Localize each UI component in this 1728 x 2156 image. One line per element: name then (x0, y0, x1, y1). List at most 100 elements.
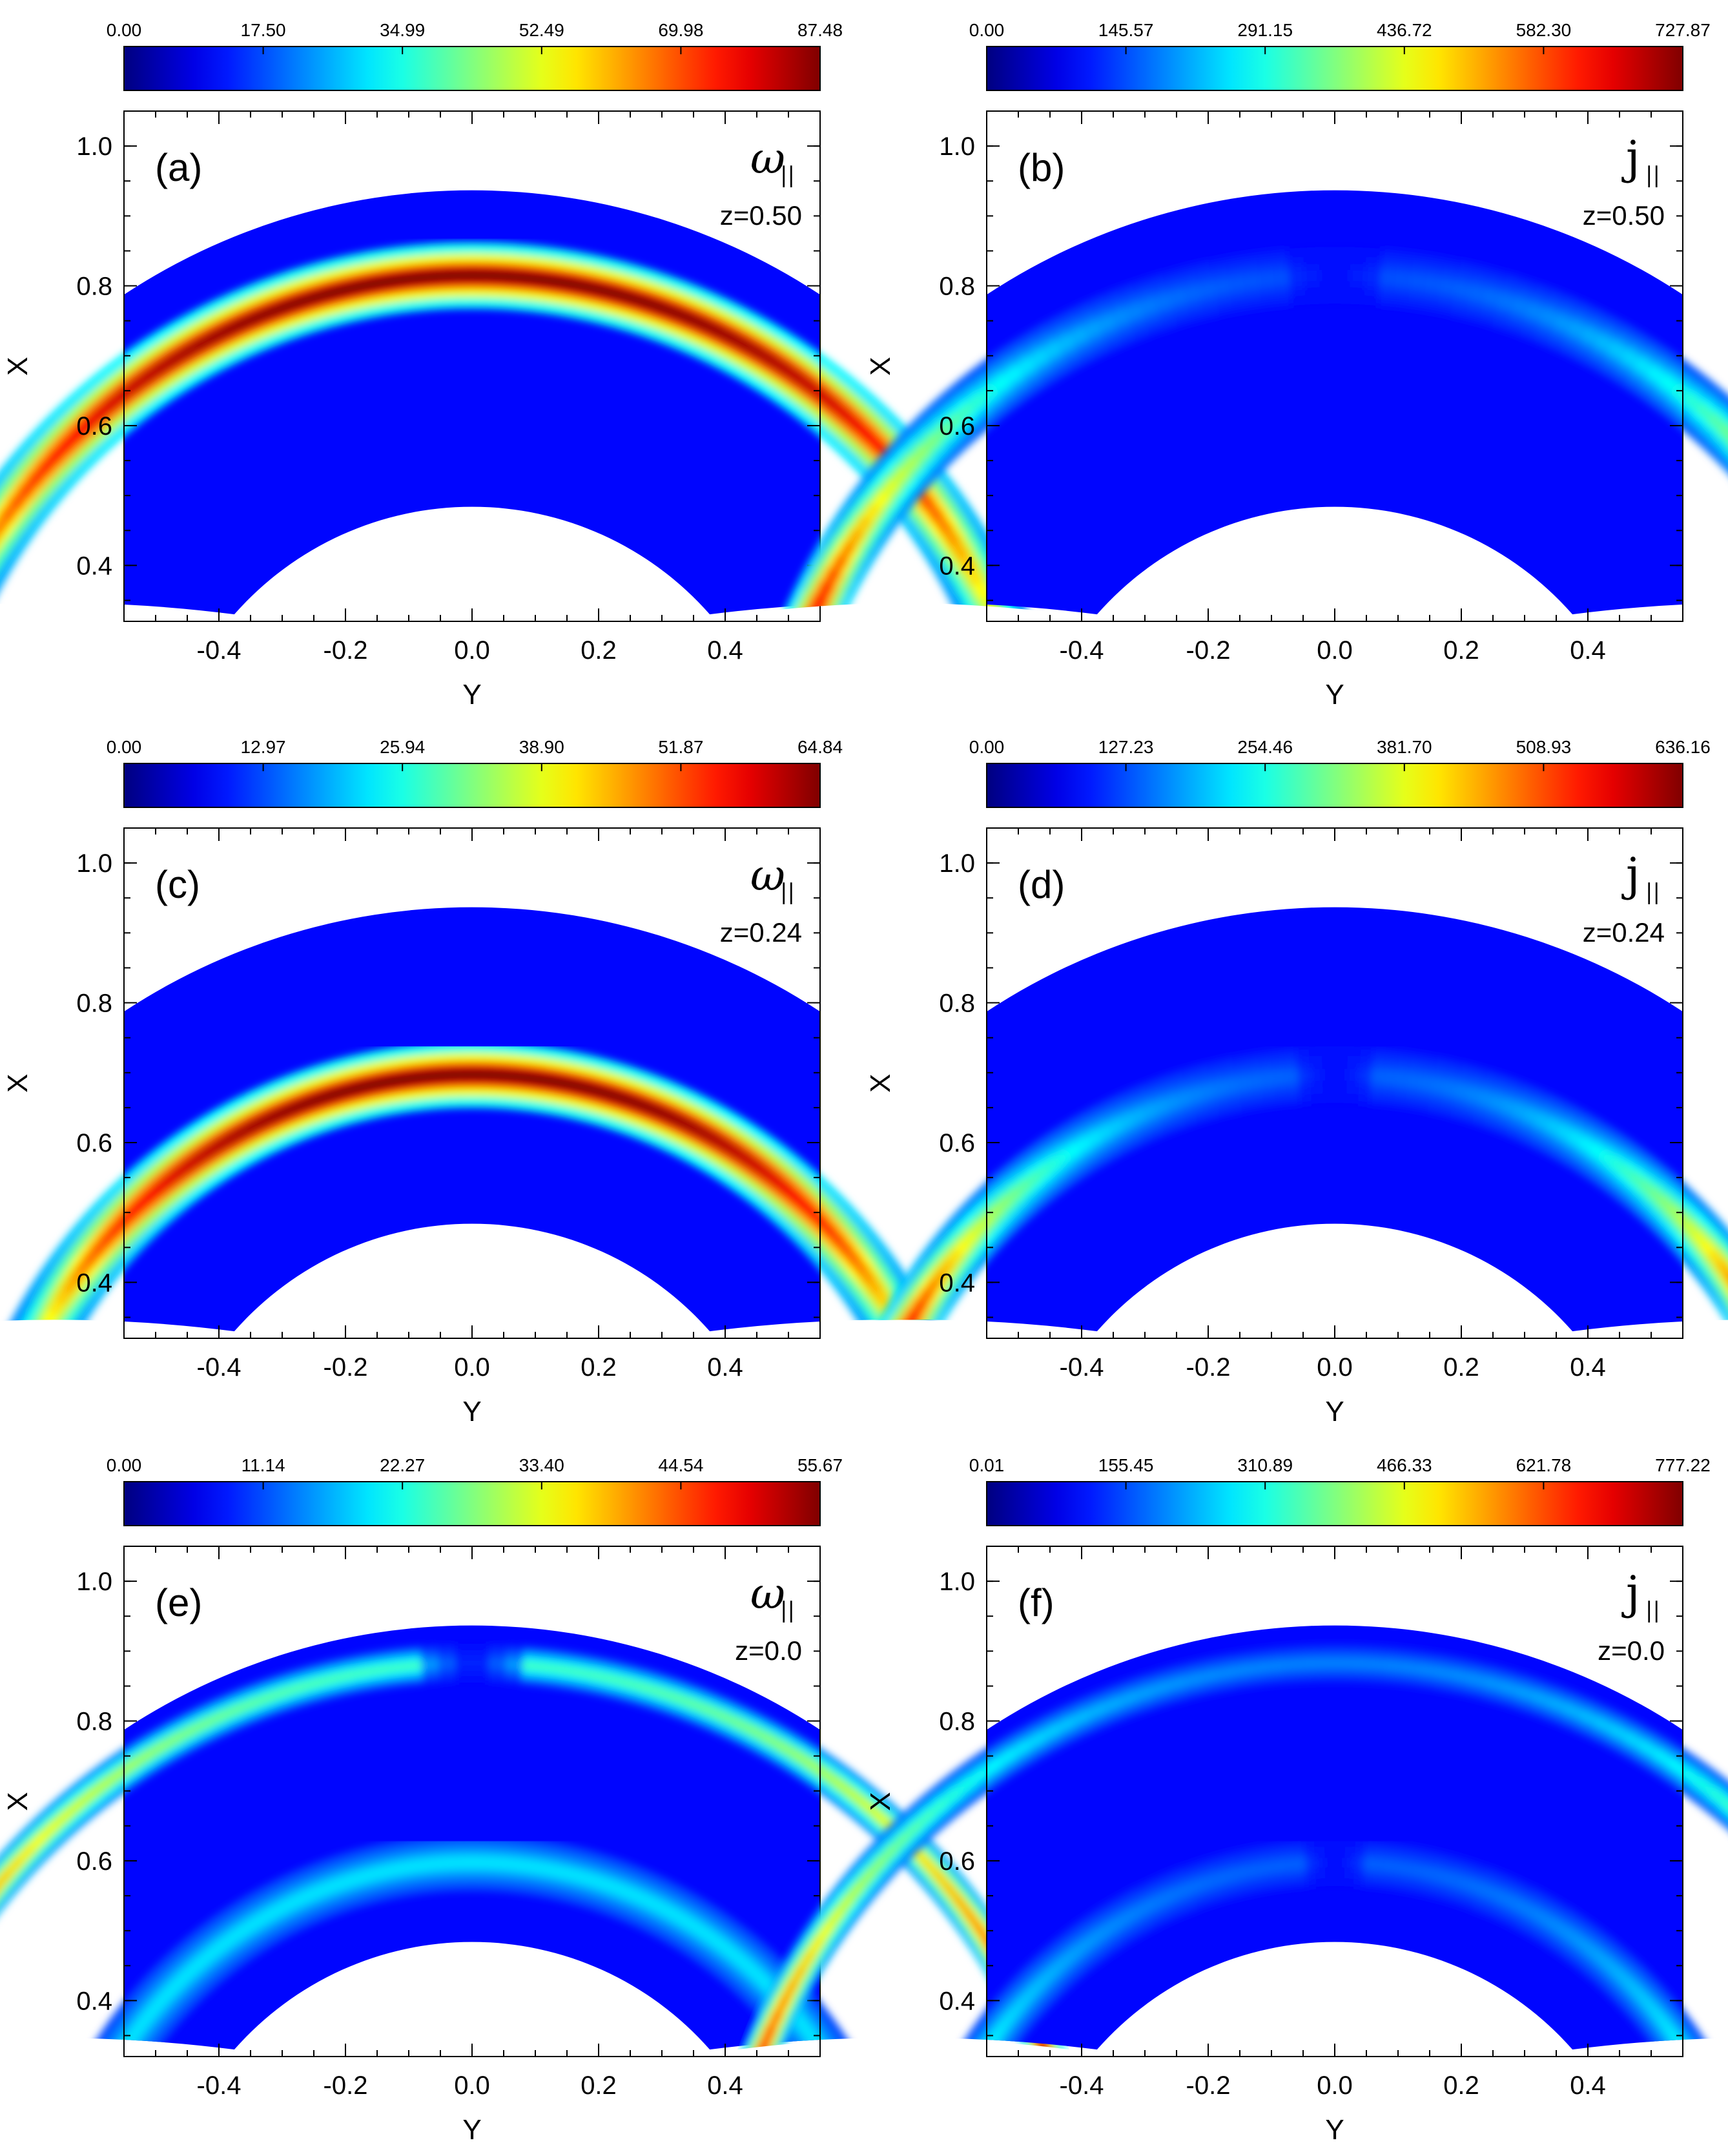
panel-f-y-tick-label: 0.8 (939, 1708, 975, 1736)
panel-d-y-tick-label: 0.8 (939, 990, 975, 1018)
panel-a-colorbar-tick-label: 87.48 (797, 20, 843, 40)
panel-d-y-tick-label: 0.6 (939, 1129, 975, 1157)
panel-c-colorbar-tick-label: 12.97 (241, 737, 286, 757)
panel-e-x-tick-label: -0.2 (324, 2071, 368, 2100)
panel-e-y-tick-label: 0.4 (76, 1987, 112, 2015)
panel-c-x-axis-label: Y (462, 1396, 481, 1427)
panel-b-label: (b) (1018, 146, 1065, 189)
panel-f-y-axis-label: X (865, 1792, 896, 1810)
panel-d-x-tick-label: 0.0 (1317, 1353, 1353, 1382)
panel-a-x-tick-label: -0.4 (197, 636, 242, 665)
panel-e-z-label: z=0.0 (735, 1635, 802, 1666)
panel-d-x-tick-label: -0.2 (1186, 1353, 1231, 1382)
panel-d-y-tick-label: 1.0 (939, 849, 975, 878)
panel-d-z-label: z=0.24 (1583, 917, 1665, 948)
panel-c-colorbar-tick-label: 51.87 (658, 737, 703, 757)
panel-d-y-axis-label: X (865, 1073, 896, 1092)
panel-c-quantity-subscript: || (780, 879, 795, 905)
panel-e-colorbar-tick-label: 44.54 (658, 1455, 703, 1475)
panel-e-colorbar-tick-label: 33.40 (519, 1455, 564, 1475)
panel-e-heatmap (0, 1625, 1066, 2050)
panel-f-y-tick-label: 0.6 (939, 1847, 975, 1876)
panel-b-colorbar-tick-label: 436.72 (1377, 20, 1432, 40)
panel-d-quantity-subscript: || (1645, 879, 1660, 905)
panel-f-quantity-subscript: || (1645, 1597, 1660, 1623)
panel-a: 0.00 17.50 34.99 52.49 69.98 87.48 -0.4 -0.2 0.0… (0, 20, 1034, 710)
panel-c-x-tick-label: 0.4 (707, 1353, 743, 1382)
panel-d-x-tick-label: 0.4 (1570, 1353, 1606, 1382)
panel-a-colorbar-tick-label: 69.98 (658, 20, 703, 40)
panel-d-colorbar-tick-label: 381.70 (1377, 737, 1432, 757)
panel-c-y-tick-label: 0.6 (76, 1129, 112, 1157)
panel-a-z-label: z=0.50 (720, 200, 802, 231)
panel-a-x-axis-label: Y (462, 679, 481, 710)
panel-a-x-tick-label: 0.4 (707, 636, 743, 665)
panel-c-heatmap (0, 907, 944, 1332)
panel-a-colorbar (123, 46, 821, 91)
panel-b-y-tick-label: 0.4 (939, 552, 975, 580)
panel-c-x-tick-label: -0.4 (197, 1353, 242, 1382)
panel-b-colorbar-tick-label: 727.87 (1655, 20, 1711, 40)
panel-f-x-tick-label: 0.4 (1570, 2071, 1606, 2100)
panel-b-y-tick-label: 0.6 (939, 412, 975, 441)
panel-b-quantity-subscript: || (1645, 162, 1660, 188)
panel-f-colorbar (986, 1481, 1683, 1526)
panel-b-x-tick-label: -0.4 (1060, 636, 1104, 665)
panel-a-label: (a) (155, 146, 202, 189)
panel-f-x-tick-label: 0.2 (1443, 2071, 1479, 2100)
panel-b-colorbar-tick-label: 0.00 (969, 20, 1005, 40)
panel-c-quantity: ω (750, 851, 785, 900)
panel-d-colorbar-tick-label: 127.23 (1098, 737, 1154, 757)
panel-d-colorbar-tick-label: 254.46 (1237, 737, 1293, 757)
panel-a-x-tick-label: 0.0 (454, 636, 490, 665)
panel-b-colorbar (986, 46, 1683, 91)
panel-d-arc-0 (872, 1046, 1728, 1332)
panel-a-quantity-subscript: || (780, 162, 795, 188)
panel-a-arc-0 (0, 242, 1034, 615)
panel-e-y-axis-label: X (2, 1792, 34, 1810)
panel-a-x-tick-label: 0.2 (581, 636, 617, 665)
panel-a-x-tick-label: -0.2 (324, 636, 368, 665)
panel-c: 0.00 12.97 25.94 38.90 51.87 64.84 -0.4 -0.2 0.0… (0, 737, 944, 1427)
panel-c-colorbar-tick-label: 25.94 (380, 737, 425, 757)
panel-c-y-tick-label: 0.4 (76, 1269, 112, 1297)
panel-d-x-tick-label: -0.4 (1060, 1353, 1104, 1382)
panel-f-colorbar-tick-label: 621.78 (1516, 1455, 1572, 1475)
panel-e: 0.00 11.14 22.27 33.40 44.54 55.67 -0.4 -0.2 0.0… (0, 1455, 1066, 2146)
panel-a-heatmap (0, 190, 1034, 615)
panel-c-x-tick-label: 0.0 (454, 1353, 490, 1382)
panel-f-label: (f) (1018, 1581, 1054, 1624)
panel-b-x-tick-label: 0.2 (1443, 636, 1479, 665)
panel-c-y-tick-label: 1.0 (76, 849, 112, 878)
panel-d-label: (d) (1018, 863, 1065, 906)
panel-a-y-tick-label: 0.6 (76, 412, 112, 441)
panel-b-x-tick-label: 0.0 (1317, 636, 1353, 665)
panel-d-x-tick-label: 0.2 (1443, 1353, 1479, 1382)
panel-c-colorbar-tick-label: 38.90 (519, 737, 564, 757)
panel-d-colorbar (986, 763, 1683, 808)
panel-e-x-tick-label: 0.2 (581, 2071, 617, 2100)
panel-f-colorbar-tick-label: 0.01 (969, 1455, 1005, 1475)
panel-b-y-tick-label: 0.8 (939, 273, 975, 301)
panel-e-colorbar-tick-label: 11.14 (242, 1455, 285, 1475)
panel-a-colorbar-tick-label: 52.49 (519, 20, 564, 40)
panel-e-colorbar-tick-label: 55.67 (797, 1455, 843, 1475)
panel-b-x-tick-label: -0.2 (1186, 636, 1231, 665)
panel-e-arc-1 (88, 1834, 856, 2050)
panel-a-colorbar-tick-label: 34.99 (380, 20, 425, 40)
panel-d-x-axis-label: Y (1325, 1396, 1344, 1427)
panel-e-colorbar (123, 1481, 821, 1526)
panel-d-colorbar-tick-label: 0.00 (969, 737, 1005, 757)
panel-d-quantity: j (1621, 848, 1640, 901)
panel-f-colorbar-tick-label: 466.33 (1377, 1455, 1432, 1475)
panel-b-x-axis-label: Y (1325, 679, 1344, 710)
panel-c-x-tick-label: -0.2 (324, 1353, 368, 1382)
panel-c-label: (c) (155, 863, 200, 906)
panel-c-colorbar-tick-label: 0.00 (107, 737, 142, 757)
panel-b-colorbar-tick-label: 291.15 (1237, 20, 1293, 40)
panel-b-colorbar-tick-label: 582.30 (1516, 20, 1572, 40)
panel-f-y-tick-label: 1.0 (939, 1568, 975, 1596)
panel-a-quantity: ω (750, 134, 785, 183)
panel-e-label: (e) (155, 1581, 202, 1624)
panel-d-colorbar-tick-label: 508.93 (1516, 737, 1572, 757)
